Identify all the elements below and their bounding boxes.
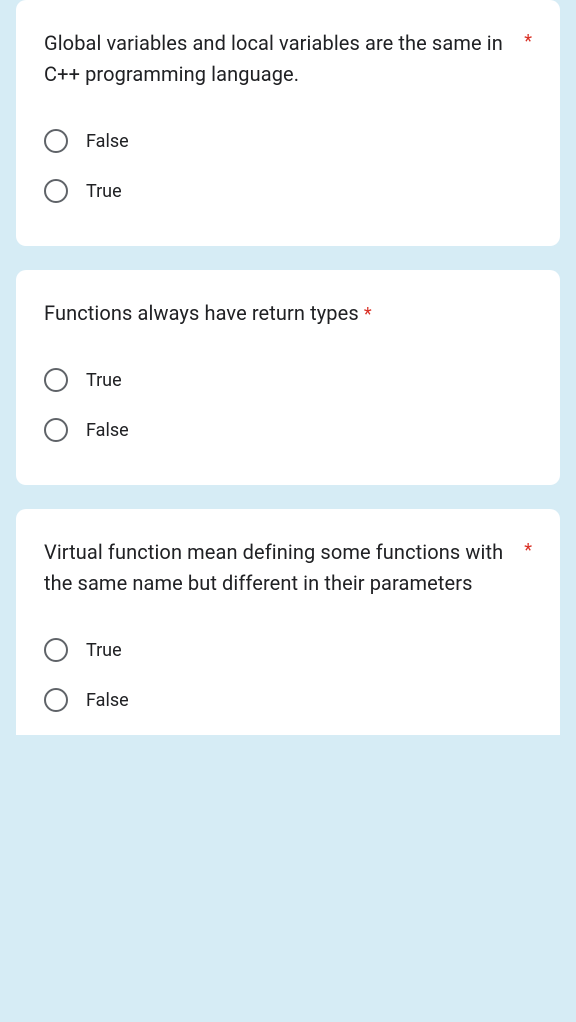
radio-option[interactable]: True <box>44 355 532 405</box>
question-row: Virtual function mean defining some func… <box>44 537 532 599</box>
question-card: Global variables and local variables are… <box>16 0 560 246</box>
options-group: True False <box>44 625 532 725</box>
radio-option[interactable]: False <box>44 675 532 725</box>
radio-icon <box>44 129 68 153</box>
radio-icon <box>44 179 68 203</box>
question-row: Global variables and local variables are… <box>44 28 532 90</box>
option-label: True <box>86 370 122 391</box>
options-group: True False <box>44 355 532 455</box>
radio-icon <box>44 418 68 442</box>
option-label: True <box>86 640 122 661</box>
options-group: False True <box>44 116 532 216</box>
question-text: Functions always have return types * <box>44 298 532 329</box>
option-label: False <box>86 131 129 152</box>
option-label: False <box>86 690 129 711</box>
question-text-inner: Functions always have return types <box>44 301 359 325</box>
option-label: True <box>86 181 122 202</box>
radio-icon <box>44 638 68 662</box>
radio-option[interactable]: False <box>44 405 532 455</box>
question-card: Virtual function mean defining some func… <box>16 509 560 735</box>
required-marker: * <box>524 28 532 53</box>
radio-option[interactable]: True <box>44 625 532 675</box>
option-label: False <box>86 420 129 441</box>
question-row: Functions always have return types * <box>44 298 532 329</box>
radio-icon <box>44 368 68 392</box>
radio-icon <box>44 688 68 712</box>
question-card: Functions always have return types * Tru… <box>16 270 560 485</box>
radio-option[interactable]: True <box>44 166 532 216</box>
radio-option[interactable]: False <box>44 116 532 166</box>
required-marker: * <box>524 537 532 562</box>
question-text: Global variables and local variables are… <box>44 28 518 90</box>
required-marker: * <box>364 304 372 325</box>
question-text: Virtual function mean defining some func… <box>44 537 518 599</box>
